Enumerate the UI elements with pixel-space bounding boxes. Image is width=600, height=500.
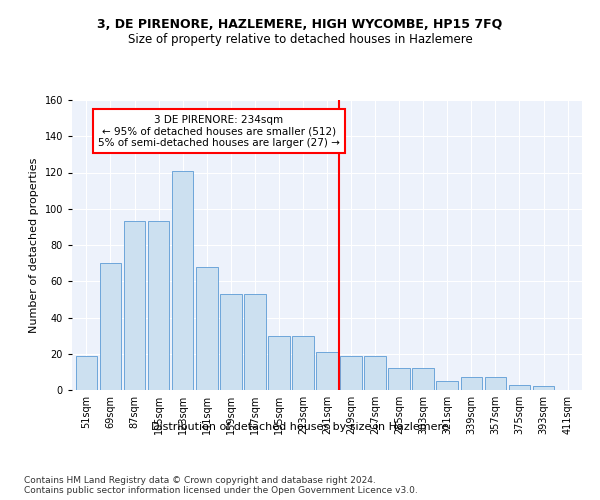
Bar (76, 356, 97, 390)
Bar (485, 378, 506, 390)
Bar (436, 381, 458, 390)
Bar (533, 386, 554, 390)
Bar (244, 294, 266, 390)
Bar (364, 356, 386, 390)
Text: Distribution of detached houses by size in Hazlemere: Distribution of detached houses by size … (151, 422, 449, 432)
Bar (124, 222, 145, 390)
Bar (461, 378, 482, 390)
Bar (292, 336, 314, 390)
Bar (388, 368, 410, 390)
Text: 3 DE PIRENORE: 234sqm
← 95% of detached houses are smaller (512)
5% of semi-deta: 3 DE PIRENORE: 234sqm ← 95% of detached … (98, 114, 340, 148)
Bar (172, 170, 193, 390)
Bar (220, 294, 242, 390)
Bar (196, 267, 218, 390)
Bar (509, 384, 530, 390)
Bar (148, 222, 169, 390)
Text: 3, DE PIRENORE, HAZLEMERE, HIGH WYCOMBE, HP15 7FQ: 3, DE PIRENORE, HAZLEMERE, HIGH WYCOMBE,… (97, 18, 503, 30)
Bar (316, 352, 338, 390)
Bar (412, 368, 434, 390)
Bar (268, 336, 290, 390)
Text: Contains HM Land Registry data © Crown copyright and database right 2024.
Contai: Contains HM Land Registry data © Crown c… (24, 476, 418, 495)
Text: Size of property relative to detached houses in Hazlemere: Size of property relative to detached ho… (128, 32, 472, 46)
Y-axis label: Number of detached properties: Number of detached properties (29, 158, 39, 332)
Bar (100, 263, 121, 390)
Bar (340, 356, 362, 390)
